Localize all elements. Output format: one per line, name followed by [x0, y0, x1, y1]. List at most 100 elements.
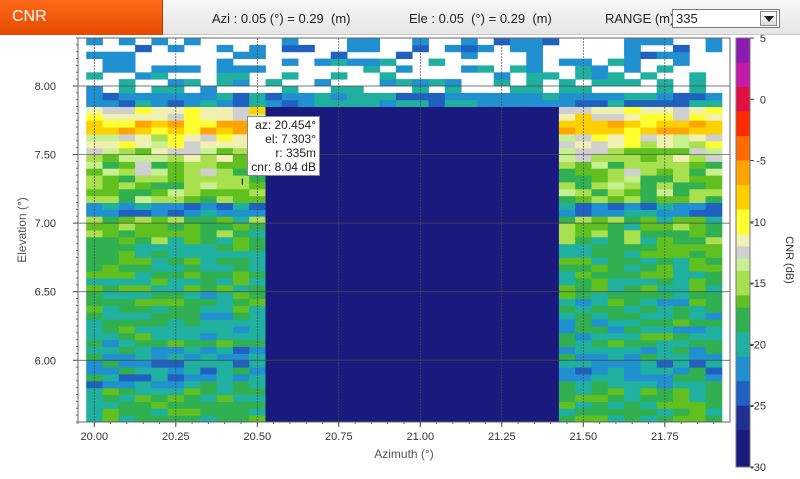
- heatmap-cell: [86, 127, 103, 135]
- chevron-down-icon[interactable]: [760, 11, 777, 26]
- heatmap-cell: [705, 332, 723, 341]
- heatmap-cell: [102, 401, 120, 409]
- heatmap-cell: [265, 401, 283, 409]
- heatmap-cell: [510, 360, 527, 368]
- heatmap-cell: [281, 195, 299, 203]
- heatmap-cell: [444, 202, 462, 210]
- heatmap-cell: [265, 367, 283, 375]
- heatmap-cell: [673, 387, 690, 395]
- heatmap-cell: [379, 360, 397, 368]
- heatmap-cell: [461, 367, 478, 375]
- heatmap-cell: [281, 380, 299, 389]
- cursor-tooltip: az: 20.454° el: 7.303° r: 335m cnr: 8.04…: [247, 116, 320, 176]
- heatmap-cell: [86, 99, 103, 107]
- heatmap-cell: [330, 367, 348, 375]
- heatmap-cell: [689, 195, 706, 203]
- heatmap-cell: [118, 332, 136, 341]
- heatmap-cell: [347, 147, 364, 155]
- heatmap-cell: [232, 394, 250, 402]
- heatmap-cell: [558, 154, 576, 162]
- heatmap-cell: [640, 236, 658, 245]
- heatmap-cell: [558, 92, 576, 101]
- heatmap-cell: [184, 326, 201, 334]
- colorbar-tick-label: -5: [756, 156, 766, 168]
- heatmap-cell: [412, 223, 429, 231]
- heatmap-cell: [477, 326, 495, 334]
- heatmap-cell: [216, 271, 234, 279]
- heatmap-cell: [607, 394, 625, 402]
- heatmap-cell: [265, 360, 283, 368]
- heatmap-cell: [379, 346, 397, 354]
- heatmap-cell: [542, 175, 560, 183]
- heatmap-cell: [624, 374, 641, 382]
- heatmap-cell: [395, 127, 413, 135]
- heatmap-cell: [689, 367, 706, 375]
- heatmap-cell: [232, 319, 250, 327]
- heatmap-cell: [526, 305, 543, 313]
- heatmap-cell: [542, 202, 560, 210]
- heatmap-cell: [118, 312, 136, 320]
- heatmap-cell: [624, 202, 641, 210]
- heatmap-cell: [298, 291, 315, 299]
- heatmap-cell: [624, 120, 641, 128]
- heatmap-cell: [216, 415, 234, 423]
- heatmap-cell: [135, 230, 152, 238]
- heatmap-cell: [363, 168, 380, 176]
- heatmap-cell: [640, 346, 658, 354]
- colorbar-segment: [736, 454, 750, 468]
- heatmap-cell: [118, 106, 136, 114]
- heatmap-cell: [412, 79, 429, 87]
- heatmap-cell: [689, 140, 706, 149]
- heatmap-cell: [379, 298, 397, 306]
- heatmap-cell: [363, 188, 380, 197]
- heatmap-cell: [200, 326, 217, 334]
- heatmap-cell: [493, 147, 511, 155]
- heatmap-cell: [542, 99, 560, 107]
- heatmap-cell: [444, 147, 462, 155]
- heatmap-cell: [444, 394, 462, 402]
- heatmap-cell: [542, 230, 560, 238]
- heatmap-cell: [265, 319, 283, 327]
- heatmap-cell: [461, 415, 478, 423]
- heatmap-cell: [558, 332, 576, 341]
- heatmap-cell: [200, 401, 217, 409]
- heatmap-cell: [428, 339, 446, 347]
- heatmap-cell: [673, 188, 690, 197]
- heatmap-cell: [86, 51, 103, 59]
- heatmap-cell: [232, 127, 250, 135]
- heatmap-cell: [444, 271, 462, 279]
- heatmap-cell: [705, 374, 723, 382]
- heatmap-cell: [118, 291, 136, 299]
- heatmap-cell: [281, 250, 299, 258]
- heatmap-cell: [151, 216, 169, 224]
- heatmap-cell: [330, 271, 348, 279]
- heatmap-cell: [444, 195, 462, 203]
- range-dropdown[interactable]: 335: [672, 9, 780, 28]
- heatmap-cell: [444, 250, 462, 258]
- heatmap-cell: [232, 408, 250, 416]
- heatmap-cell: [363, 374, 380, 382]
- heatmap-cell: [298, 367, 315, 375]
- heatmap-cell: [330, 147, 348, 155]
- heatmap-cell: [86, 387, 103, 395]
- panel-title-tab[interactable]: CNR: [0, 0, 163, 35]
- x-tick-label: 20.00: [81, 431, 109, 443]
- heatmap-cell: [232, 223, 250, 231]
- heatmap-cell: [591, 305, 609, 313]
- heatmap-cell: [526, 312, 543, 320]
- heatmap-cell: [656, 51, 674, 59]
- cnr-heatmap-chart[interactable]: 20.00 20.25 20.50 20.75 21.00 21.25 21.50 21.75…: [0, 35, 800, 479]
- heatmap-cell: [102, 120, 120, 128]
- heatmap-cell: [151, 291, 169, 299]
- heatmap-cell: [444, 127, 462, 135]
- heatmap-cell: [477, 346, 495, 354]
- heatmap-cell: [591, 271, 609, 279]
- heatmap-cell: [542, 223, 560, 231]
- heatmap-cell: [673, 319, 690, 327]
- heatmap-cell: [379, 380, 397, 389]
- heatmap-cell: [232, 346, 250, 354]
- heatmap-cell: [184, 339, 201, 347]
- heatmap-cell: [200, 387, 217, 395]
- heatmap-cell: [314, 346, 332, 354]
